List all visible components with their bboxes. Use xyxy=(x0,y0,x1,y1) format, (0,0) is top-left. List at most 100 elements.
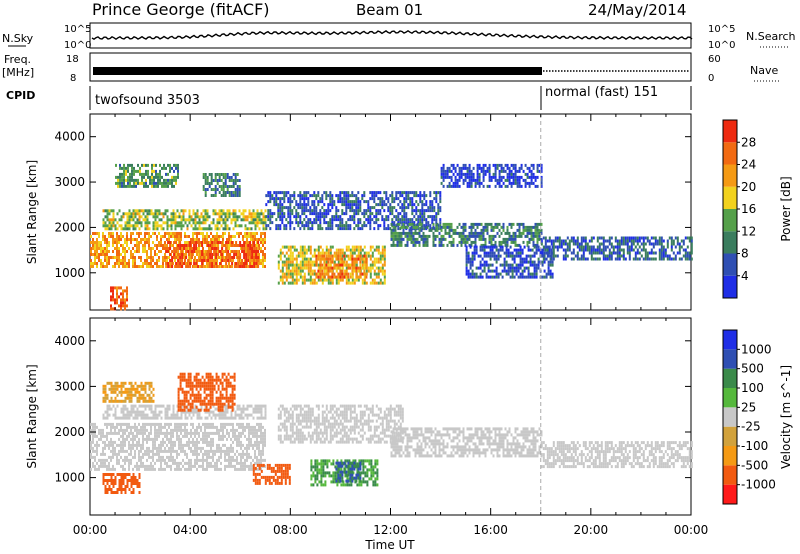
velocity-echo-cell xyxy=(126,422,128,426)
power-echo-cell xyxy=(339,227,342,231)
power-echo-cell xyxy=(231,241,234,244)
power-echo-cell xyxy=(156,253,158,256)
power-echo-cell xyxy=(668,254,671,258)
power-echo-cell xyxy=(534,228,537,232)
power-echo-cell xyxy=(584,239,587,243)
power-echo-cell xyxy=(444,237,447,241)
power-echo-cell xyxy=(355,203,358,207)
power-echo-cell xyxy=(423,218,426,222)
velocity-echo-cell xyxy=(190,461,192,465)
power-echo-cell xyxy=(225,259,228,262)
velocity-echo-cell xyxy=(168,458,170,462)
power-echo-cell xyxy=(438,231,441,235)
power-echo-cell xyxy=(229,253,232,256)
power-echo-cell xyxy=(490,237,493,241)
power-echo-cell xyxy=(112,256,114,259)
power-echo-cell xyxy=(325,212,328,216)
power-echo-cell xyxy=(361,224,364,228)
power-echo-cell xyxy=(307,203,310,207)
power-echo-cell xyxy=(492,172,495,176)
velocity-echo-cell xyxy=(176,428,178,432)
power-echo-cell xyxy=(652,242,655,246)
power-echo-cell xyxy=(549,254,552,258)
power-echo-cell xyxy=(383,260,386,264)
power-echo-cell xyxy=(258,262,260,265)
power-echo-cell xyxy=(478,234,481,238)
power-echo-cell xyxy=(104,238,106,241)
power-echo-cell xyxy=(245,265,248,268)
power-echo-cell xyxy=(351,248,354,252)
power-echo-cell xyxy=(412,222,415,226)
power-echo-cell xyxy=(287,269,290,273)
power-echo-cell xyxy=(132,259,134,262)
power-echo-cell xyxy=(144,221,147,225)
power-echo-cell xyxy=(379,260,382,264)
power-echo-cell xyxy=(189,247,192,250)
velocity-echo-cell xyxy=(172,434,174,438)
power-echo-cell xyxy=(680,245,683,249)
power-echo-cell xyxy=(584,236,587,240)
velocity-echo-cell xyxy=(92,464,94,468)
power-echo-cell xyxy=(497,248,500,252)
power-echo-cell xyxy=(337,251,340,255)
power-echo-cell xyxy=(383,251,386,255)
power-echo-cell xyxy=(484,240,487,244)
power-echo-cell xyxy=(309,194,312,198)
velocity-echo-cell xyxy=(118,452,120,456)
power-echo-cell xyxy=(206,182,209,185)
power-echo-cell xyxy=(174,227,177,231)
power-echo-cell xyxy=(252,218,255,222)
power-echo-cell xyxy=(500,178,503,182)
power-echo-cell xyxy=(134,259,136,262)
power-echo-cell xyxy=(450,225,453,229)
velocity-echo-cell xyxy=(102,431,104,435)
velocity-echo-cell xyxy=(162,443,164,447)
velocity-echo-cell xyxy=(106,464,108,468)
power-echo-cell xyxy=(351,200,354,204)
power-echo-cell xyxy=(686,236,689,240)
power-echo-cell xyxy=(537,245,540,249)
power-echo-cell xyxy=(257,247,260,250)
power-echo-cell xyxy=(262,224,265,228)
power-echo-cell xyxy=(256,244,258,247)
power-echo-cell xyxy=(148,212,151,216)
power-echo-cell xyxy=(521,263,524,267)
power-echo-cell xyxy=(476,163,479,167)
power-echo-cell xyxy=(341,218,344,222)
power-echo-cell xyxy=(345,206,348,210)
power-echo-cell xyxy=(345,269,348,273)
power-echo-cell xyxy=(516,175,519,179)
power-echo-cell xyxy=(402,231,405,235)
power-echo-cell xyxy=(232,173,235,176)
power-echo-cell xyxy=(343,263,346,267)
power-echo-cell xyxy=(213,259,216,262)
power-echo-cell xyxy=(289,269,292,273)
power-echo-cell xyxy=(532,237,535,241)
power-echo-cell xyxy=(518,243,521,247)
power-echo-cell xyxy=(479,248,482,252)
power-echo-cell xyxy=(303,224,306,228)
velocity-echo-cell xyxy=(146,449,148,453)
power-echo-cell xyxy=(317,251,320,255)
power-echo-cell xyxy=(435,212,438,216)
power-echo-cell xyxy=(198,244,200,247)
power-echo-cell xyxy=(252,209,255,213)
power-echo-cell xyxy=(204,194,207,197)
power-echo-cell xyxy=(435,200,438,204)
power-echo-cell xyxy=(188,209,191,213)
power-echo-cell xyxy=(363,251,366,255)
power-echo-cell xyxy=(664,248,667,252)
power-echo-cell xyxy=(604,239,607,243)
power-echo-cell xyxy=(305,221,308,225)
power-echo-cell xyxy=(174,224,177,228)
power-echo-cell xyxy=(540,228,543,232)
power-echo-cell xyxy=(343,254,346,258)
power-echo-cell xyxy=(313,218,316,222)
power-echo-cell xyxy=(596,257,599,261)
power-echo-cell xyxy=(660,254,663,258)
noise-strip-frame xyxy=(89,22,692,49)
power-echo-cell xyxy=(576,254,579,258)
power-echo-cell xyxy=(234,212,237,216)
velocity-echo-cell xyxy=(112,467,114,471)
power-echo-cell xyxy=(465,263,468,267)
